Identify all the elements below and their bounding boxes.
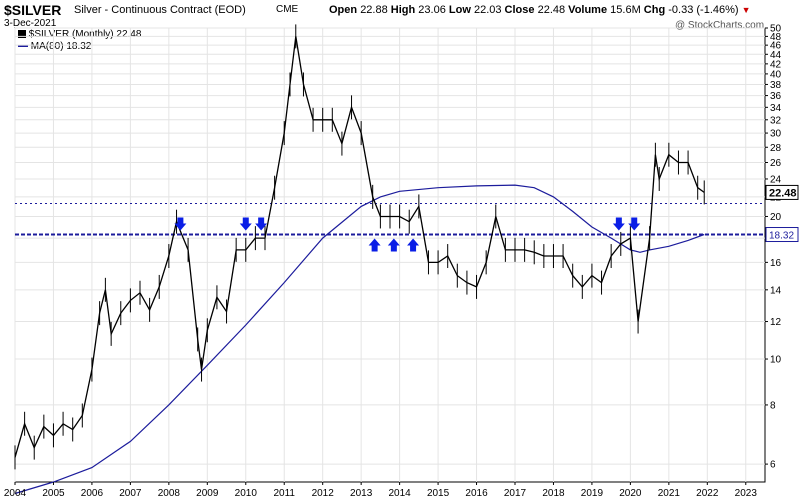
price-line — [14, 36, 705, 458]
y-tick-label: 14 — [770, 285, 782, 296]
y-tick-label: 34 — [770, 103, 782, 114]
legend-price: $SILVER (Monthly) 22.48 — [18, 29, 141, 40]
legend-price-icon — [18, 30, 26, 39]
down-arrow-icon — [239, 217, 252, 231]
y-tick-label: 38 — [770, 80, 782, 91]
x-tick-label: 2019 — [581, 488, 604, 499]
x-tick-label: 2006 — [81, 488, 104, 499]
x-tick-label: 2018 — [542, 488, 565, 499]
y-tick-label: 42 — [770, 59, 782, 70]
y-tick-label: 16 — [770, 258, 782, 269]
up-arrow-icon — [407, 238, 420, 252]
x-tick-label: 2009 — [196, 488, 219, 499]
chg-value: -0.33 (-1.46%) — [668, 4, 739, 16]
volume-value: 15.6M — [610, 4, 641, 16]
close-label: Close — [504, 4, 535, 16]
legend-ma-icon — [18, 45, 28, 48]
low-label: Low — [448, 4, 471, 16]
price-layer — [14, 24, 705, 470]
y-tick-label: 8 — [770, 400, 776, 411]
legend-ma-text: MA(80) 18.32 — [30, 41, 92, 52]
x-tick-label: 2022 — [696, 488, 719, 499]
x-tick-label: 2012 — [312, 488, 335, 499]
x-tick-label: 2016 — [465, 488, 488, 499]
y-tick-label: 44 — [770, 50, 782, 61]
x-tick-label: 2008 — [158, 488, 181, 499]
x-axis: 2004 2005 2006 2007 2008 2009 2010 2011 2012 2013… — [4, 482, 757, 499]
y-tick-label: 10 — [770, 355, 782, 366]
x-tick-label: 2011 — [273, 488, 295, 499]
y-tick-label: 48 — [770, 32, 782, 43]
y-tick-label: 30 — [770, 129, 782, 140]
open-value: 22.88 — [360, 4, 388, 16]
y-tick-label: 46 — [770, 41, 782, 52]
x-tick-label: 2007 — [119, 488, 142, 499]
close-value: 22.48 — [537, 4, 566, 16]
y-tick-label: 12 — [770, 317, 782, 328]
y-tick-label: 40 — [770, 69, 782, 80]
close-tag-box — [765, 184, 799, 200]
down-arrow-icon — [174, 217, 187, 231]
plot-frame — [14, 27, 766, 483]
x-tick-label: 2023 — [735, 488, 758, 499]
reference-lines — [15, 203, 765, 236]
up-arrow-icon — [387, 238, 400, 252]
high-value: 23.06 — [418, 4, 446, 16]
volume-label: Volume — [568, 4, 608, 16]
open-label: Open — [329, 4, 358, 16]
x-tick-label: 2004 — [4, 488, 27, 499]
grid — [14, 27, 765, 482]
y-tick-label: 26 — [770, 158, 782, 169]
arrow-layer — [174, 217, 641, 252]
down-arrow-icon — [612, 217, 625, 231]
y-tick-label: 32 — [770, 115, 782, 126]
x-tick-label: 2010 — [235, 488, 258, 499]
x-tick-label: 2014 — [388, 488, 411, 499]
up-arrow-icon — [368, 238, 381, 252]
chart-symbol: $SILVER — [4, 2, 62, 18]
ma-tag-box — [765, 227, 799, 243]
y-tick-label: 24 — [770, 174, 782, 185]
x-tick-label: 2021 — [658, 488, 681, 499]
y-tick-label: 28 — [770, 143, 782, 154]
ma-layer — [14, 184, 705, 495]
y-tick-label: 50 — [770, 24, 782, 35]
chg-label: Chg — [643, 4, 666, 16]
x-tick-label: 2005 — [42, 488, 65, 499]
chg-down-icon: ▼ — [741, 5, 751, 15]
x-tick-label: 2017 — [504, 488, 527, 499]
x-tick-label: 2020 — [619, 488, 642, 499]
x-tick-label: 2015 — [427, 488, 450, 499]
down-arrow-icon — [255, 217, 268, 231]
legend-price-text: $SILVER (Monthly) 22.48 — [28, 29, 142, 40]
value-tags: 22.48 18.32 — [765, 184, 799, 243]
y-tick-label: 20 — [770, 212, 782, 223]
ohlc-stats: Open 22.88 High 23.06 Low 22.03 Close 22… — [329, 4, 751, 16]
down-arrow-icon — [628, 217, 641, 231]
chart-copyright: @ StockCharts.com — [675, 20, 765, 31]
chart-date: 3-Dec-2021 — [4, 18, 57, 29]
high-label: High — [390, 4, 416, 16]
y-tick-label: 6 — [770, 460, 776, 471]
y-tick-label: 36 — [770, 91, 782, 102]
close-tag-label: 22.48 — [769, 187, 797, 199]
y-axis: 6810121416182022242628303234363840424446… — [765, 24, 782, 471]
ma-tag-label: 18.32 — [769, 231, 794, 242]
chart-exchange: CME — [276, 4, 299, 15]
chart-description: Silver - Continuous Contract (EOD) — [74, 4, 246, 16]
legend-ma: MA(80) 18.32 — [18, 41, 91, 52]
ma-line — [14, 184, 705, 495]
x-tick-label: 2013 — [350, 488, 373, 499]
low-value: 22.03 — [473, 4, 502, 16]
